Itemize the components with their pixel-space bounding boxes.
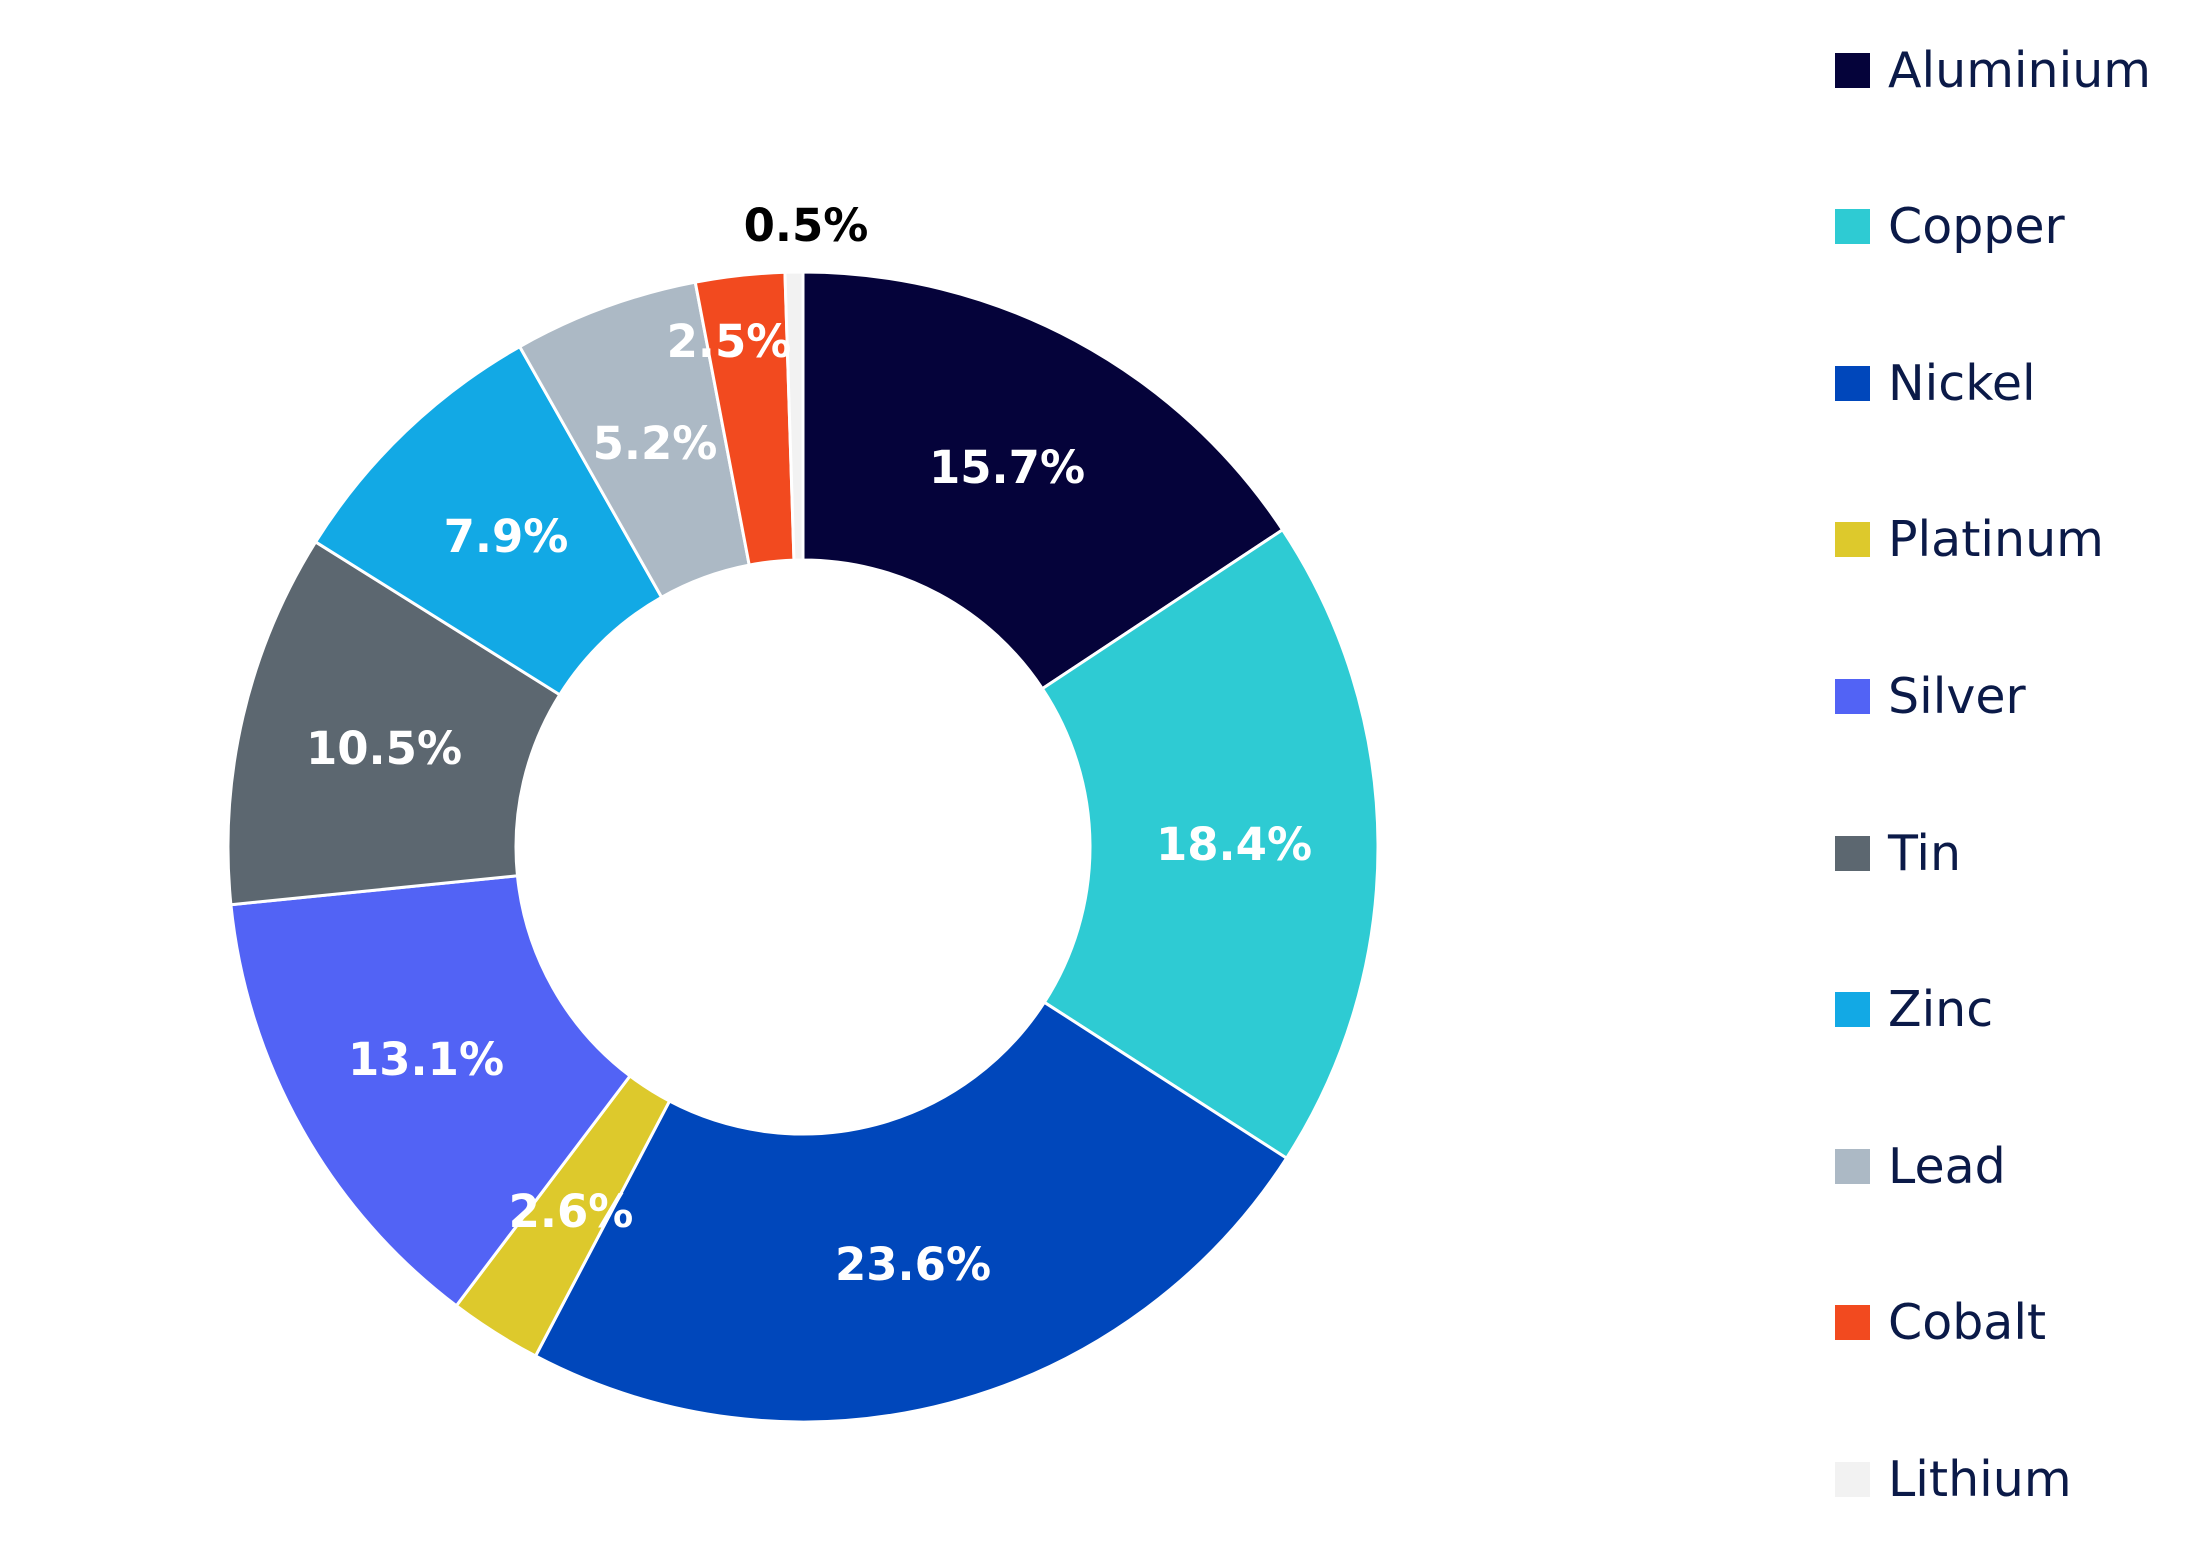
donut-labels: 15.7% 18.4% 23.6% 2.6% 13.1% 10.5% 7.9% 5.2% 2.5… — [306, 199, 1312, 1291]
data-label-zinc: 7.9% — [444, 510, 569, 563]
legend-label: Lead — [1888, 1137, 2006, 1195]
legend-swatch — [1835, 209, 1870, 245]
legend-swatch — [1835, 365, 1870, 401]
donut-slices — [226, 270, 1380, 1424]
legend-swatch — [1835, 1305, 1870, 1341]
legend-label: Cobalt — [1888, 1294, 2047, 1352]
legend-item-zinc: Zinc — [1835, 980, 1993, 1040]
data-label-tin: 10.5% — [306, 722, 462, 775]
legend-swatch — [1835, 52, 1870, 88]
legend-item-lead: Lead — [1835, 1136, 2006, 1196]
data-label-cobalt: 2.5% — [667, 315, 792, 368]
data-label-copper: 18.4% — [1156, 818, 1312, 871]
legend-swatch — [1835, 678, 1870, 714]
legend-item-tin: Tin — [1835, 823, 1961, 883]
legend-label: Copper — [1888, 198, 2065, 256]
data-label-lithium: 0.5% — [744, 199, 869, 252]
data-label-aluminium: 15.7% — [929, 441, 1085, 494]
legend-label: Silver — [1888, 667, 2026, 725]
legend-swatch — [1835, 1148, 1870, 1184]
legend-label: Lithium — [1888, 1450, 2072, 1508]
data-label-silver: 13.1% — [348, 1033, 504, 1086]
legend-item-lithium: Lithium — [1835, 1449, 2072, 1509]
slice-lithium — [783, 270, 805, 562]
legend-item-copper: Copper — [1835, 197, 2065, 257]
data-label-lead: 5.2% — [593, 417, 718, 470]
legend-swatch — [1835, 1461, 1870, 1497]
legend-label: Zinc — [1888, 981, 1994, 1039]
legend-label: Aluminium — [1888, 41, 2151, 99]
slice-silver — [229, 874, 633, 1308]
slice-aluminium — [801, 270, 1285, 691]
legend-label: Tin — [1888, 824, 1962, 882]
data-label-nickel: 23.6% — [835, 1238, 991, 1291]
legend-swatch — [1835, 835, 1870, 871]
legend-item-aluminium: Aluminium — [1835, 40, 2151, 100]
slice-copper — [1040, 527, 1380, 1161]
legend-item-silver: Silver — [1835, 666, 2026, 726]
slice-nickel — [533, 1000, 1289, 1424]
legend-label: Nickel — [1888, 354, 2036, 412]
legend-item-cobalt: Cobalt — [1835, 1293, 2046, 1353]
legend-item-platinum: Platinum — [1835, 510, 2104, 570]
legend-swatch — [1835, 522, 1870, 558]
data-label-platinum: 2.6% — [509, 1185, 634, 1238]
legend-label: Platinum — [1888, 511, 2104, 569]
legend-item-nickel: Nickel — [1835, 353, 2036, 413]
legend-swatch — [1835, 992, 1870, 1028]
slice-tin — [226, 539, 562, 907]
